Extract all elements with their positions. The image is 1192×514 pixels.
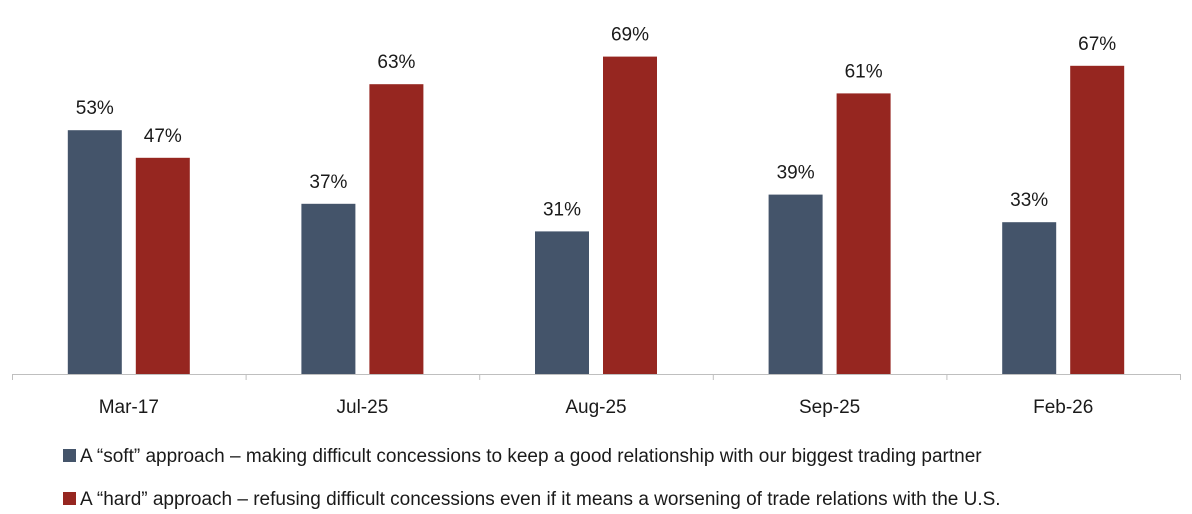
data-label-soft-feb-26: 33% xyxy=(1010,190,1048,211)
data-label-soft-jul-25: 37% xyxy=(309,172,347,193)
data-label-hard-feb-26: 67% xyxy=(1078,34,1116,55)
data-label-hard-jul-25: 63% xyxy=(377,52,415,73)
bar-soft-mar-17 xyxy=(67,130,122,374)
data-label-soft-sep-25: 39% xyxy=(777,163,815,184)
legend-swatch-soft xyxy=(63,449,76,462)
data-label-soft-aug-25: 31% xyxy=(543,199,581,220)
bars-layer xyxy=(67,56,1125,375)
bar-soft-sep-25 xyxy=(768,194,823,374)
legend-swatch-hard xyxy=(63,492,76,505)
data-label-hard-mar-17: 47% xyxy=(144,126,182,147)
legend-label-hard: A “hard” approach – refusing difficult c… xyxy=(80,489,1001,510)
x-tick-label: Mar-17 xyxy=(99,397,159,418)
bar-hard-aug-25 xyxy=(603,56,657,374)
bar-soft-feb-26 xyxy=(1002,222,1057,374)
data-label-hard-aug-25: 69% xyxy=(611,25,649,46)
x-tick-label: Sep-25 xyxy=(799,397,860,418)
bar-hard-mar-17 xyxy=(135,157,190,374)
bar-soft-jul-25 xyxy=(301,203,356,374)
legend-label-soft: A “soft” approach – making difficult con… xyxy=(80,446,982,467)
bar-hard-jul-25 xyxy=(369,84,424,374)
x-tick-label: Aug-25 xyxy=(565,397,626,418)
bar-hard-sep-25 xyxy=(836,93,891,375)
legend: A “soft” approach – making difficult con… xyxy=(63,446,1001,510)
bar-hard-feb-26 xyxy=(1070,65,1125,375)
bar-soft-aug-25 xyxy=(535,231,589,374)
data-label-soft-mar-17: 53% xyxy=(76,98,114,119)
value-labels-layer: 53% 47% 37% 63% 31% 69% 39% 61% 33% 67% xyxy=(76,25,1117,221)
x-tick-label: Jul-25 xyxy=(337,397,389,418)
x-tick-label: Feb-26 xyxy=(1033,397,1093,418)
x-axis: Mar-17 Jul-25 Aug-25 Sep-25 Feb-26 xyxy=(12,374,1181,418)
data-label-hard-sep-25: 61% xyxy=(845,61,883,82)
